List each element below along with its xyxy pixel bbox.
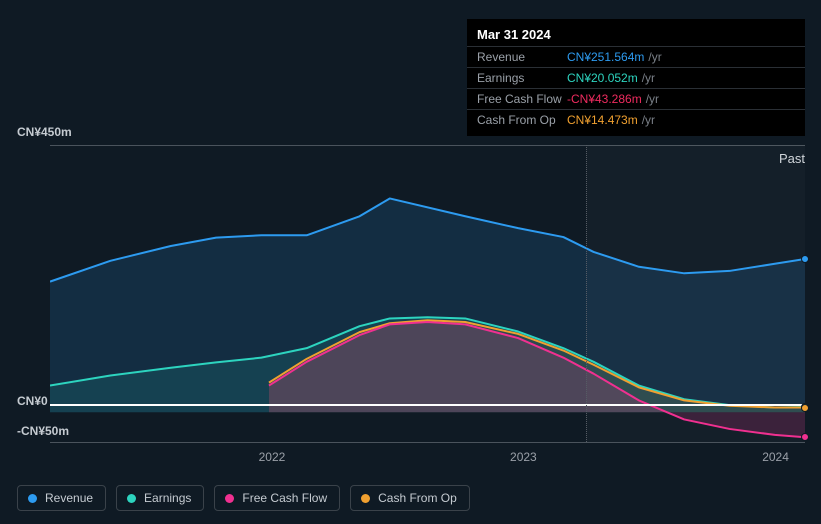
tooltip-metric-label: Revenue [477, 50, 567, 64]
legend-label: Free Cash Flow [242, 491, 327, 505]
tooltip-metric-label: Cash From Op [477, 113, 567, 127]
chart-svg [50, 145, 805, 442]
legend-label: Earnings [144, 491, 191, 505]
tooltip-date: Mar 31 2024 [467, 25, 805, 46]
legend-item[interactable]: Free Cash Flow [214, 485, 340, 511]
legend-dot-icon [361, 494, 370, 503]
past-label: Past [779, 151, 805, 166]
x-axis: 2022 2023 2024 [50, 450, 805, 468]
tooltip-metric-value: CN¥251.564m [567, 50, 644, 64]
financial-chart: CN¥450m CN¥0 -CN¥50m Past 202220232024 [17, 122, 805, 467]
legend: Revenue Earnings Free Cash Flow Cash From O… [17, 485, 470, 511]
tooltip-unit: /yr [648, 50, 661, 64]
legend-dot-icon [28, 494, 37, 503]
legend-label: Revenue [45, 491, 93, 505]
x-tick: 2023 [510, 450, 537, 464]
legend-item[interactable]: Earnings [116, 485, 204, 511]
hover-indicator-line [586, 145, 587, 442]
legend-item[interactable]: Revenue [17, 485, 106, 511]
series-end-marker [801, 404, 809, 412]
y-label-zero: CN¥0 [17, 394, 48, 408]
zero-line [50, 404, 805, 406]
legend-label: Cash From Op [378, 491, 457, 505]
tooltip-unit: /yr [646, 92, 659, 106]
tooltip-unit: /yr [642, 71, 655, 85]
tooltip-row: Cash From OpCN¥14.473m/yr [467, 109, 805, 130]
plot-area[interactable]: Past [50, 145, 805, 442]
x-tick: 2024 [762, 450, 789, 464]
series-end-marker [801, 433, 809, 441]
tooltip-row: EarningsCN¥20.052m/yr [467, 67, 805, 88]
legend-dot-icon [225, 494, 234, 503]
x-tick: 2022 [259, 450, 286, 464]
gridline-neg [50, 442, 805, 443]
hover-tooltip: Mar 31 2024 RevenueCN¥251.564m/yrEarning… [467, 19, 805, 136]
tooltip-row: RevenueCN¥251.564m/yr [467, 46, 805, 67]
tooltip-unit: /yr [642, 113, 655, 127]
y-label-top: CN¥450m [17, 125, 72, 139]
tooltip-metric-value: CN¥20.052m [567, 71, 638, 85]
legend-dot-icon [127, 494, 136, 503]
tooltip-metric-value: -CN¥43.286m [567, 92, 642, 106]
tooltip-metric-label: Free Cash Flow [477, 92, 567, 106]
legend-item[interactable]: Cash From Op [350, 485, 470, 511]
tooltip-metric-label: Earnings [477, 71, 567, 85]
series-end-marker [801, 255, 809, 263]
tooltip-row: Free Cash Flow-CN¥43.286m/yr [467, 88, 805, 109]
tooltip-metric-value: CN¥14.473m [567, 113, 638, 127]
